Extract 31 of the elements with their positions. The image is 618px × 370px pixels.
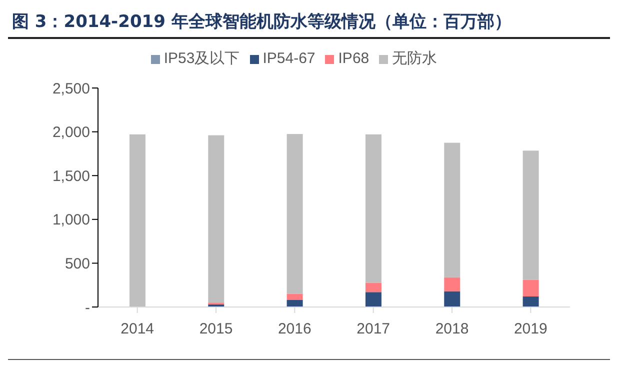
y-tick-label: - bbox=[85, 299, 90, 316]
y-tick-label: 1,500 bbox=[52, 168, 90, 185]
bar bbox=[208, 135, 224, 303]
legend-label: 无防水 bbox=[392, 50, 438, 67]
bar bbox=[522, 296, 539, 307]
bar bbox=[522, 280, 539, 296]
bar bbox=[286, 294, 303, 300]
y-tick-label: 2,500 bbox=[52, 80, 90, 98]
legend-label: IP54-67 bbox=[262, 50, 316, 67]
bar bbox=[522, 150, 539, 280]
x-tick-label: 2018 bbox=[435, 320, 469, 338]
bar bbox=[365, 134, 382, 283]
y-tick-label: 1,000 bbox=[52, 212, 90, 229]
bar bbox=[365, 292, 382, 307]
bar bbox=[286, 300, 303, 307]
bar bbox=[286, 134, 303, 294]
bar bbox=[444, 142, 460, 278]
bar bbox=[444, 291, 460, 307]
x-tick-label: 2019 bbox=[514, 320, 548, 338]
x-tick-label: 2017 bbox=[356, 320, 390, 338]
x-tick-label: 2014 bbox=[120, 320, 154, 338]
bar bbox=[444, 277, 460, 292]
bar bbox=[365, 282, 382, 292]
y-tick-label: 500 bbox=[64, 256, 90, 273]
legend-label: IP53及以下 bbox=[164, 50, 240, 67]
x-tick-label: 2016 bbox=[278, 320, 312, 338]
chart-title: 图 3：2014-2019 年全球智能机防水等级情况（单位：百万部） bbox=[8, 8, 610, 39]
legend-label: IP68 bbox=[338, 50, 370, 67]
bar bbox=[129, 134, 146, 307]
y-tick-label: 2,000 bbox=[52, 124, 90, 142]
x-tick-label: 2015 bbox=[199, 320, 233, 338]
